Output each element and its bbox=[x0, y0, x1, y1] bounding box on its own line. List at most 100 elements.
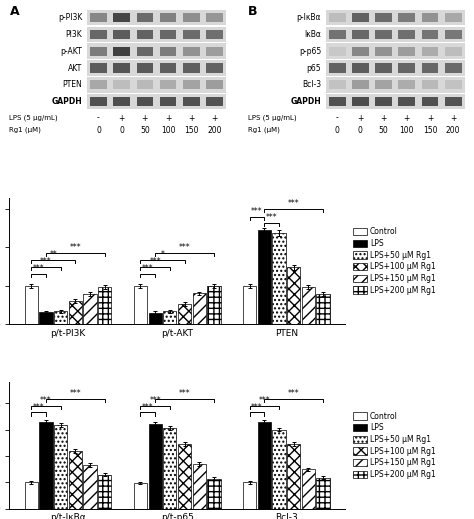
Bar bbox=[113, 13, 130, 22]
Text: ***: *** bbox=[40, 396, 52, 405]
Text: +: + bbox=[165, 114, 171, 122]
Bar bbox=[137, 63, 153, 73]
Text: ***: *** bbox=[70, 243, 81, 252]
Bar bbox=[160, 80, 176, 89]
Bar bbox=[183, 63, 200, 73]
Text: ***: *** bbox=[142, 403, 154, 412]
Bar bbox=[399, 30, 415, 39]
Bar bbox=[352, 13, 369, 22]
Bar bbox=[25, 286, 38, 324]
Bar bbox=[90, 97, 107, 106]
Text: 200: 200 bbox=[207, 126, 222, 134]
Bar bbox=[375, 97, 392, 106]
Text: ***: *** bbox=[149, 257, 161, 266]
Bar bbox=[352, 63, 369, 73]
Bar bbox=[326, 60, 465, 76]
Bar bbox=[90, 13, 107, 22]
Bar bbox=[87, 77, 226, 92]
Bar bbox=[69, 450, 82, 509]
Bar bbox=[54, 311, 67, 324]
Text: +: + bbox=[357, 114, 364, 122]
Bar bbox=[183, 97, 200, 106]
Bar bbox=[39, 312, 53, 324]
Text: B: B bbox=[248, 5, 258, 18]
Bar bbox=[183, 47, 200, 56]
Legend: Control, LPS, LPS+50 μM Rg1, LPS+100 μM Rg1, LPS+150 μM Rg1, LPS+200 μM Rg1: Control, LPS, LPS+50 μM Rg1, LPS+100 μM … bbox=[353, 412, 436, 479]
Bar bbox=[399, 13, 415, 22]
Bar bbox=[375, 47, 392, 56]
Bar bbox=[113, 63, 130, 73]
Bar bbox=[192, 464, 206, 509]
Bar bbox=[206, 63, 223, 73]
Text: 0: 0 bbox=[358, 126, 363, 134]
Text: ***: *** bbox=[251, 403, 263, 412]
Text: ***: *** bbox=[40, 257, 52, 266]
Bar bbox=[137, 30, 153, 39]
Text: ***: *** bbox=[33, 264, 45, 272]
Bar bbox=[375, 80, 392, 89]
Bar bbox=[163, 311, 176, 324]
Bar bbox=[134, 286, 147, 324]
Text: ***: *** bbox=[288, 199, 300, 208]
Bar bbox=[148, 312, 162, 324]
Bar bbox=[87, 60, 226, 76]
Bar bbox=[243, 286, 256, 324]
Text: +: + bbox=[188, 114, 194, 122]
Text: +: + bbox=[450, 114, 456, 122]
Text: LPS (5 μg/mL): LPS (5 μg/mL) bbox=[248, 115, 297, 121]
Bar bbox=[160, 30, 176, 39]
Bar bbox=[302, 469, 315, 509]
Text: IκBα: IκBα bbox=[304, 30, 321, 39]
Text: ***: *** bbox=[70, 389, 81, 399]
Bar bbox=[329, 30, 346, 39]
Bar bbox=[148, 424, 162, 509]
Text: 150: 150 bbox=[184, 126, 199, 134]
Text: ***: *** bbox=[179, 243, 191, 252]
Bar bbox=[87, 44, 226, 59]
Bar bbox=[422, 30, 438, 39]
Bar bbox=[422, 13, 438, 22]
Bar bbox=[137, 97, 153, 106]
Text: ***: *** bbox=[258, 396, 270, 405]
Bar bbox=[329, 97, 346, 106]
Text: 50: 50 bbox=[140, 126, 150, 134]
Bar bbox=[90, 80, 107, 89]
Bar bbox=[352, 47, 369, 56]
Bar bbox=[329, 47, 346, 56]
Bar bbox=[206, 97, 223, 106]
Bar bbox=[137, 80, 153, 89]
Bar bbox=[317, 477, 329, 509]
Bar bbox=[422, 47, 438, 56]
Bar bbox=[87, 26, 226, 42]
Bar bbox=[329, 80, 346, 89]
Bar bbox=[445, 47, 462, 56]
Bar bbox=[98, 475, 111, 509]
Bar bbox=[326, 94, 465, 110]
Text: 50: 50 bbox=[379, 126, 389, 134]
Bar bbox=[422, 97, 438, 106]
Bar bbox=[326, 44, 465, 59]
Bar bbox=[326, 10, 465, 25]
Legend: Control, LPS, LPS+50 μM Rg1, LPS+100 μM Rg1, LPS+150 μM Rg1, LPS+200 μM Rg1: Control, LPS, LPS+50 μM Rg1, LPS+100 μM … bbox=[353, 227, 436, 295]
Bar bbox=[134, 483, 147, 509]
Text: 0: 0 bbox=[96, 126, 101, 134]
Bar bbox=[206, 47, 223, 56]
Text: LPS (5 μg/mL): LPS (5 μg/mL) bbox=[9, 115, 58, 121]
Text: ***: *** bbox=[288, 389, 300, 399]
Text: p-AKT: p-AKT bbox=[61, 47, 82, 56]
Text: A: A bbox=[9, 5, 19, 18]
Text: +: + bbox=[211, 114, 218, 122]
Text: ***: *** bbox=[33, 403, 45, 412]
Text: 150: 150 bbox=[423, 126, 438, 134]
Text: +: + bbox=[427, 114, 433, 122]
Text: +: + bbox=[381, 114, 387, 122]
Text: Bcl-3: Bcl-3 bbox=[302, 80, 321, 89]
Bar bbox=[207, 479, 220, 509]
Bar bbox=[69, 301, 82, 324]
Bar bbox=[445, 63, 462, 73]
Bar bbox=[113, 97, 130, 106]
Bar bbox=[87, 94, 226, 110]
Bar bbox=[287, 267, 301, 324]
Bar bbox=[206, 80, 223, 89]
Bar bbox=[39, 421, 53, 509]
